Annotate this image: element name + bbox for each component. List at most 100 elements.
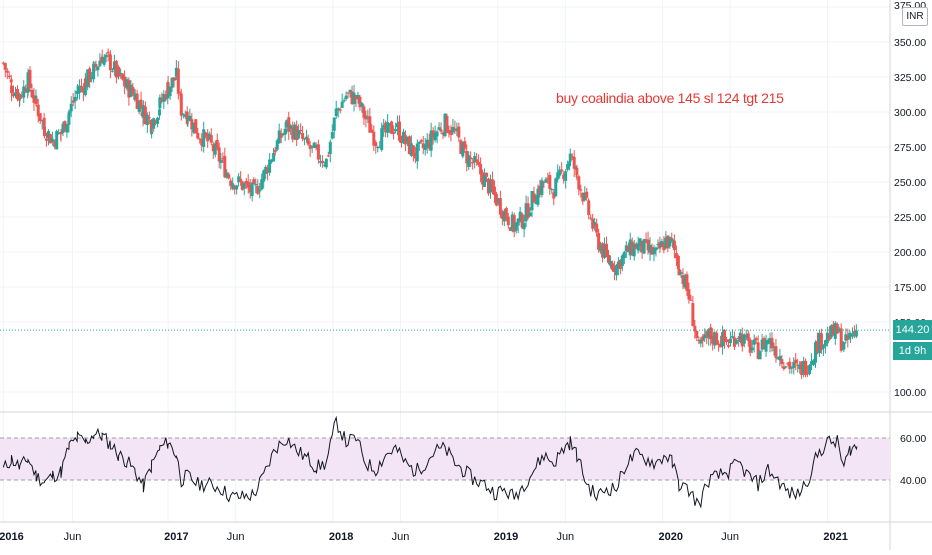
candle-body: [81, 87, 85, 93]
candle-body: [528, 212, 532, 216]
time-tick-label: 2017: [164, 531, 188, 543]
candle-body: [233, 185, 237, 190]
candle-body: [790, 367, 794, 369]
candle-body: [498, 198, 502, 215]
candle-body: [340, 101, 344, 108]
time-tick-label: 2020: [659, 531, 683, 543]
candle-body: [147, 117, 151, 119]
candle-body: [548, 175, 552, 189]
candle-body: [542, 181, 546, 183]
candle-body: [502, 210, 506, 222]
candle-body: [139, 99, 143, 109]
candle-body: [485, 172, 489, 177]
candle-body: [308, 145, 312, 149]
candle-body: [796, 364, 800, 366]
candle-body: [217, 147, 221, 162]
candle-body: [211, 144, 215, 152]
candle-body: [330, 132, 334, 139]
candle-body: [534, 202, 538, 205]
candle-body: [664, 237, 668, 249]
candle-body: [235, 185, 239, 190]
candle-body: [396, 123, 400, 128]
candle-body: [532, 193, 536, 203]
candle-body: [465, 150, 469, 164]
candle-body: [168, 86, 172, 97]
candle-body: [638, 238, 642, 247]
candle-body: [291, 126, 295, 140]
candle-body: [792, 361, 796, 368]
candle-body: [100, 56, 104, 64]
price-tick-label: 250.00: [894, 177, 926, 189]
price-tick-label: 100.00: [894, 387, 926, 399]
candle-body: [566, 164, 570, 170]
candle-body: [522, 223, 526, 230]
candle-body: [206, 133, 210, 142]
candle-body: [852, 331, 856, 335]
candle-body: [654, 247, 658, 251]
candle-body: [693, 325, 697, 332]
candle-body: [490, 179, 494, 190]
time-tick-label: Jun: [227, 531, 245, 543]
countdown-label: 1d 9h: [893, 342, 932, 360]
candle-body: [550, 189, 554, 191]
candle-body: [506, 216, 510, 226]
candle-body: [246, 181, 250, 188]
candle-body: [435, 131, 439, 137]
candle-body: [520, 213, 524, 228]
candle-body: [672, 240, 676, 251]
candle-body: [3, 63, 7, 70]
candle-body: [423, 144, 427, 151]
candle-body: [683, 276, 687, 288]
candle-body: [378, 146, 382, 149]
candle-body: [689, 299, 693, 301]
candle-body: [306, 138, 310, 145]
candle-body: [200, 139, 204, 146]
candle-body: [108, 55, 112, 71]
candle-body: [92, 62, 96, 64]
candle-body: [496, 198, 500, 204]
candle-body: [44, 138, 48, 141]
candle-body: [69, 103, 73, 112]
candle-body: [707, 329, 711, 339]
price-tick-label: 175.00: [894, 282, 926, 294]
candle-body: [399, 140, 403, 144]
candle-body: [562, 174, 566, 180]
candle-body: [644, 239, 648, 241]
candle-body: [293, 124, 297, 140]
candle-body: [575, 167, 579, 176]
candle-body: [662, 243, 666, 251]
candle-body: [137, 100, 141, 112]
candle-body: [53, 141, 57, 147]
candle-body: [368, 116, 372, 133]
candle-body: [117, 66, 121, 76]
currency-badge[interactable]: INR: [902, 7, 928, 26]
candle-body: [630, 241, 634, 255]
candle-body: [237, 176, 241, 183]
candle-body: [806, 373, 810, 375]
candle-body: [198, 138, 202, 140]
candle-body: [273, 149, 277, 153]
candle-body: [409, 143, 413, 156]
candle-body: [324, 158, 328, 168]
candle-body: [240, 181, 244, 190]
candle-body: [568, 161, 572, 167]
candle-body: [524, 203, 528, 222]
candle-body: [732, 337, 736, 347]
candle-body: [285, 120, 289, 128]
candle-body: [451, 127, 455, 133]
candle-body: [800, 361, 804, 376]
candle-body: [829, 325, 833, 338]
candle-body: [86, 69, 90, 87]
candle-body: [322, 164, 326, 166]
candle-body: [30, 89, 34, 98]
candle-body: [770, 338, 774, 349]
price-tick-label: 350.00: [894, 37, 926, 49]
candle-body: [150, 131, 154, 134]
candle-body: [599, 245, 603, 252]
candle-body: [287, 117, 291, 132]
candle-body: [268, 159, 272, 173]
candle-body: [819, 333, 823, 350]
candle-body: [92, 63, 96, 80]
